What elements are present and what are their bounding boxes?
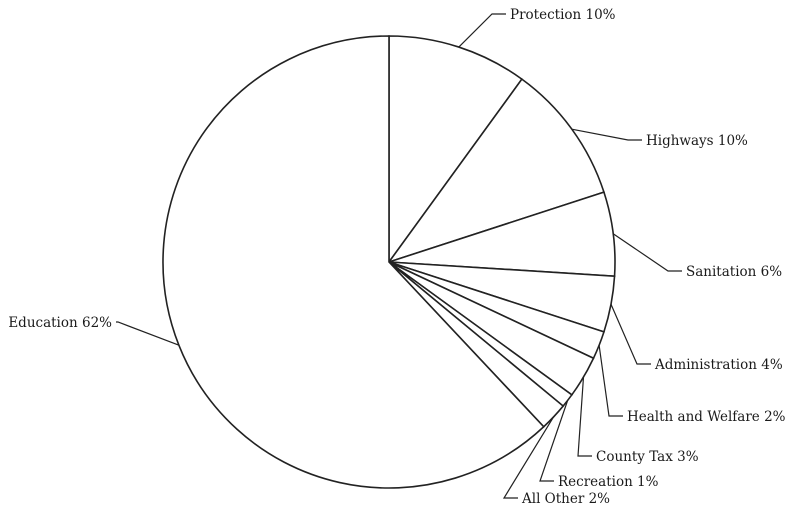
leader-line <box>612 233 682 272</box>
slice-labels: Protection 10% Highways 10% Sanitation 6% A… <box>8 7 785 507</box>
slice-label: Protection 10% <box>510 7 616 23</box>
leader-line <box>502 416 555 499</box>
leader-line <box>571 128 642 141</box>
slice-label: All Other 2% <box>521 491 610 507</box>
slice-label: Education 62% <box>8 315 112 331</box>
slices <box>162 35 616 489</box>
leader-line <box>458 13 506 48</box>
leader-line <box>539 400 569 482</box>
pie-slice <box>162 35 545 489</box>
slice-label: Sanitation 6% <box>686 264 782 280</box>
leader-line <box>577 376 592 457</box>
slice-label: Recreation 1% <box>558 474 659 490</box>
slice-label: County Tax 3% <box>596 449 699 465</box>
leader-line <box>598 345 623 417</box>
slice-label: Health and Welfare 2% <box>627 409 786 425</box>
slice-label: Administration 4% <box>654 357 783 373</box>
slice-label: Highways 10% <box>646 133 748 149</box>
leader-line <box>610 304 651 365</box>
leader-line <box>116 321 180 346</box>
leader-lines <box>116 13 682 499</box>
